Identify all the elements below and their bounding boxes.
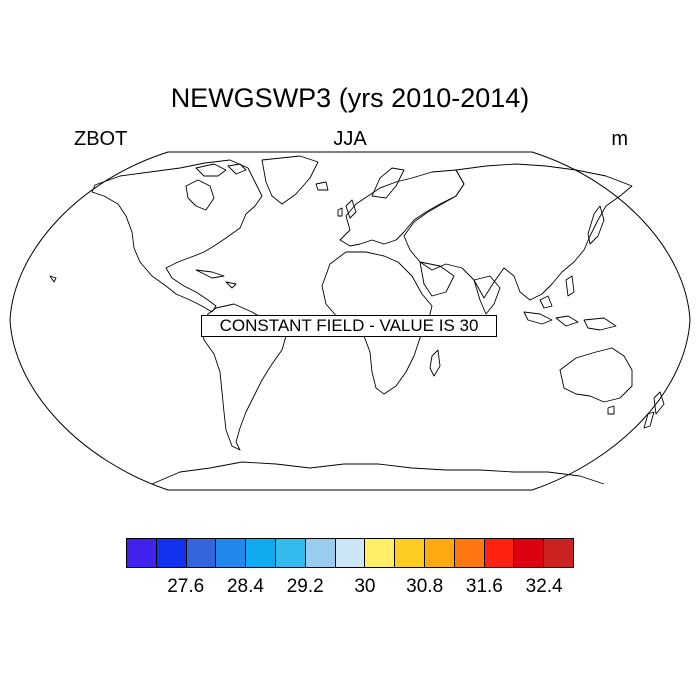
colorbar-tick-label: 30.8 bbox=[406, 576, 444, 597]
madagascar bbox=[429, 349, 441, 377]
asia-coast bbox=[403, 163, 633, 301]
british-isles bbox=[337, 199, 357, 219]
map-outline bbox=[9, 151, 691, 491]
colorbar-labels: 27.6 28.4 29.2 30 30.8 31.6 32.4 bbox=[0, 576, 700, 600]
units-label: m bbox=[611, 128, 628, 150]
colorbar-tick-label: 32.4 bbox=[525, 576, 563, 597]
hudson-bay bbox=[185, 179, 215, 211]
colorbar-box bbox=[186, 539, 217, 567]
colorbar-box bbox=[275, 539, 306, 567]
constant-field-notice: CONSTANT FIELD - VALUE IS 30 bbox=[201, 315, 497, 337]
colorbar-box bbox=[484, 539, 515, 567]
hawaii bbox=[49, 275, 57, 283]
cuba-caribbean bbox=[195, 269, 237, 289]
greenland-coast bbox=[261, 155, 319, 205]
colorbar-box bbox=[454, 539, 485, 567]
colorbar-box bbox=[365, 539, 396, 567]
new-zealand bbox=[643, 391, 665, 429]
antarctica-coast bbox=[151, 461, 605, 485]
colorbar-box bbox=[127, 539, 157, 567]
tasmania bbox=[607, 405, 615, 415]
colorbar-box bbox=[216, 539, 247, 567]
north-america-coast bbox=[91, 159, 263, 313]
plot-title: NEWGSWP3 (yrs 2010-2014) bbox=[170, 83, 530, 113]
colorbar-box bbox=[395, 539, 425, 567]
colorbar-box bbox=[156, 539, 187, 567]
scandinavia bbox=[371, 167, 405, 199]
india bbox=[473, 275, 501, 315]
colorbar-tick-label: 31.6 bbox=[465, 576, 503, 597]
indonesia bbox=[523, 295, 617, 331]
japan bbox=[587, 205, 605, 245]
australia-coast bbox=[559, 347, 633, 403]
arctic-islands bbox=[195, 163, 247, 177]
colorbar-tick-label: 30 bbox=[354, 576, 376, 597]
colorbar-box bbox=[246, 539, 276, 567]
colorbar-box bbox=[424, 539, 455, 567]
iceland bbox=[315, 181, 329, 191]
philippines bbox=[565, 275, 575, 297]
colorbar-box bbox=[305, 539, 336, 567]
colorbar-box bbox=[335, 539, 366, 567]
colorbar-box bbox=[544, 539, 573, 567]
colorbar-tick-label: 27.6 bbox=[167, 576, 205, 597]
colorbar-tick-label: 28.4 bbox=[226, 576, 264, 597]
season-label: JJA bbox=[333, 128, 367, 150]
colorbar bbox=[126, 538, 574, 568]
colorbar-box bbox=[514, 539, 545, 567]
variable-name: ZBOT bbox=[74, 128, 128, 150]
arabian-peninsula bbox=[419, 261, 455, 297]
europe-coast bbox=[339, 169, 465, 247]
colorbar-tick-label: 29.2 bbox=[286, 576, 324, 597]
